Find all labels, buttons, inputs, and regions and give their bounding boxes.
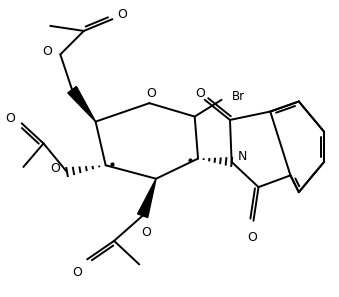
Polygon shape [68, 86, 96, 122]
Text: Br: Br [232, 90, 245, 103]
Polygon shape [138, 179, 156, 217]
Text: O: O [141, 226, 151, 239]
Text: O: O [42, 45, 52, 58]
Text: O: O [117, 8, 127, 20]
Text: N: N [238, 150, 247, 163]
Text: O: O [5, 112, 15, 125]
Text: O: O [146, 87, 156, 100]
Text: O: O [72, 266, 82, 279]
Text: O: O [195, 86, 205, 99]
Text: O: O [50, 162, 60, 175]
Text: O: O [247, 231, 257, 244]
